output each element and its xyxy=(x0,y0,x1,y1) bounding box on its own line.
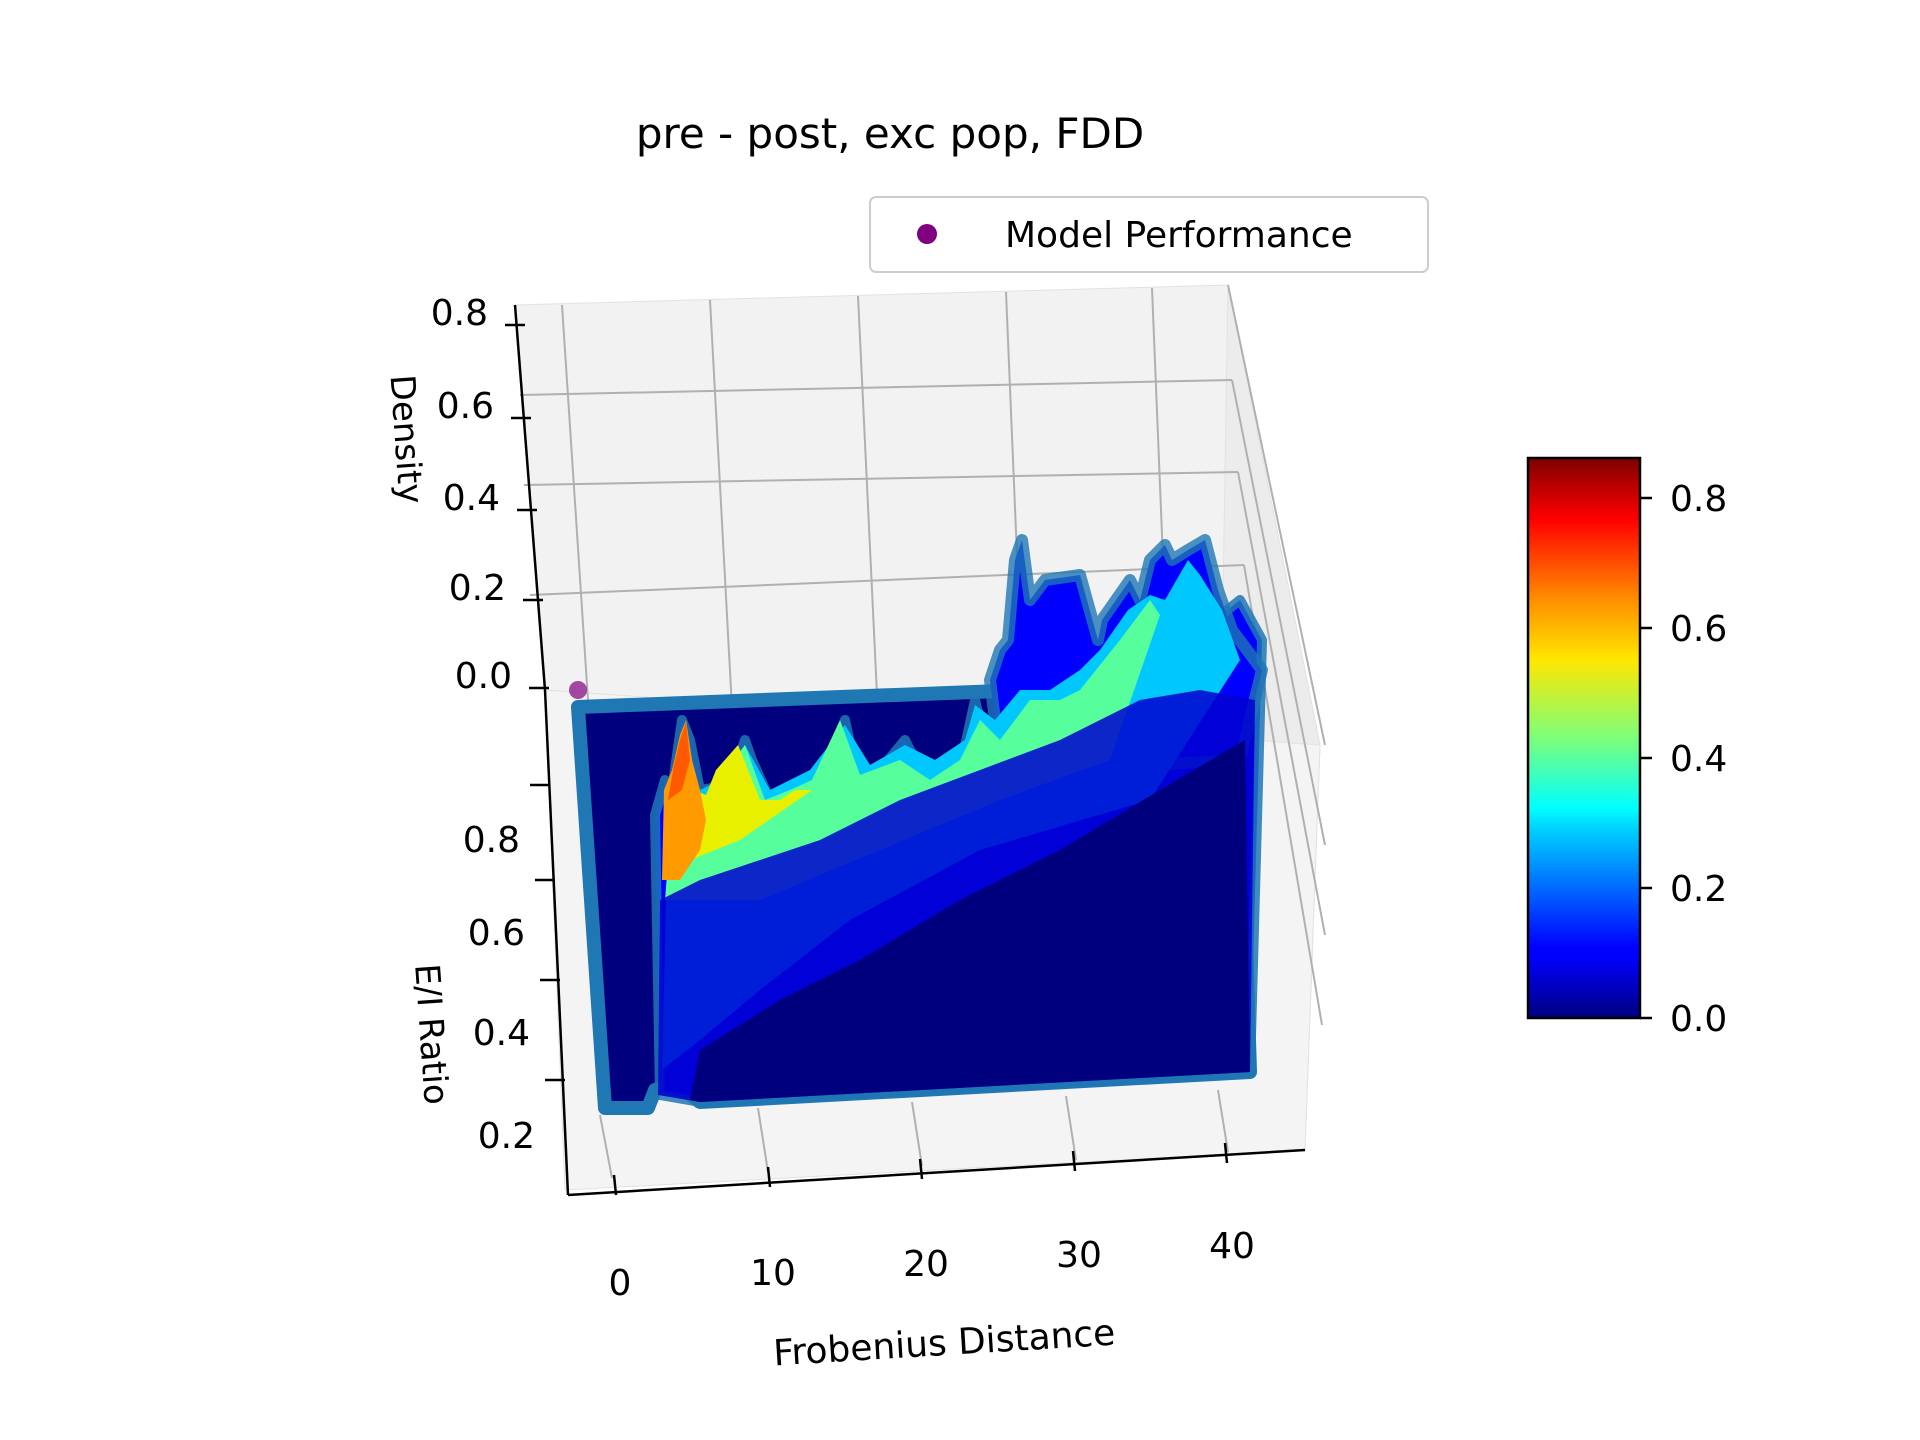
colorbar-tick-label-0.6: 0.6 xyxy=(1670,609,1727,650)
legend-label: Model Performance xyxy=(1005,215,1353,256)
density-surface xyxy=(650,534,1268,1107)
frobenius-ticks xyxy=(612,1142,1229,1196)
frobenius-tick-label-30: 30 xyxy=(1056,1235,1102,1276)
ei-ratio-axis-line xyxy=(543,689,570,1196)
frobenius-tick-label-40: 40 xyxy=(1209,1226,1255,1267)
ridge-band-green xyxy=(665,600,1160,900)
density-axis-label: Density xyxy=(382,373,431,505)
density-axis-line xyxy=(513,304,547,691)
colorbar-tick-label-0.8: 0.8 xyxy=(1670,479,1727,520)
model-performance-point xyxy=(569,681,587,699)
axis-lines xyxy=(513,304,1306,1197)
ei-ratio-tick-label-0.6: 0.6 xyxy=(468,913,525,954)
ridge-peak-orange xyxy=(662,720,706,880)
chart-title: pre - post, exc pop, FDD xyxy=(636,109,1144,158)
density-ticks xyxy=(505,323,549,690)
density-tick-label-0.0: 0.0 xyxy=(455,656,512,697)
colorbar-tick-label-0.0: 0.0 xyxy=(1670,999,1727,1040)
frobenius-tick-label-20: 20 xyxy=(903,1244,949,1285)
ei-ratio-ticks xyxy=(530,783,565,1082)
colorbar-tick-label-0.2: 0.2 xyxy=(1670,869,1727,910)
ridge-peak-red xyxy=(668,722,690,800)
ei-ratio-tick-label-0.2: 0.2 xyxy=(478,1116,535,1157)
frobenius-tick-label-10: 10 xyxy=(750,1253,796,1294)
legend-marker xyxy=(917,224,937,244)
density-tick-label-0.6: 0.6 xyxy=(437,386,494,427)
legend-box xyxy=(869,196,1429,273)
ei-ratio-tick-label-0.8: 0.8 xyxy=(463,820,520,861)
frobenius-axis-label: Frobenius Distance xyxy=(772,1313,1116,1375)
legend: Model Performance xyxy=(869,196,1429,273)
frobenius-tick-label-0: 0 xyxy=(609,1263,632,1304)
colorbar-tick-label-0.4: 0.4 xyxy=(1670,739,1727,780)
colorbar: 0.0 0.2 0.4 0.6 0.8 xyxy=(1526,456,1727,1040)
density-tick-label-0.4: 0.4 xyxy=(443,478,500,519)
density-tick-label-0.8: 0.8 xyxy=(431,293,488,334)
ei-ratio-tick-label-0.4: 0.4 xyxy=(473,1013,530,1054)
surface-front-flat xyxy=(690,740,1250,1102)
colorbar-gradient xyxy=(1526,456,1642,1020)
frobenius-axis-line xyxy=(567,1148,1306,1197)
ei-ratio-axis-label: E/I Ratio xyxy=(406,962,456,1106)
density-tick-label-0.2: 0.2 xyxy=(449,568,506,609)
